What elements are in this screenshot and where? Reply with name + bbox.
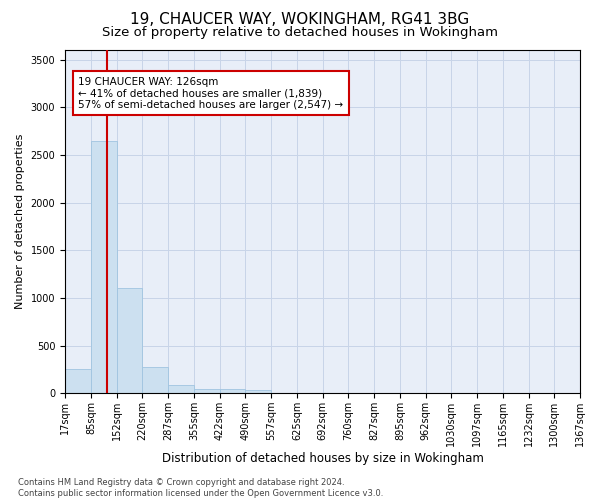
Bar xyxy=(168,384,194,394)
X-axis label: Distribution of detached houses by size in Wokingham: Distribution of detached houses by size … xyxy=(161,452,484,465)
Bar xyxy=(220,390,245,394)
Bar xyxy=(91,140,116,394)
Text: 19 CHAUCER WAY: 126sqm
← 41% of detached houses are smaller (1,839)
57% of semi-: 19 CHAUCER WAY: 126sqm ← 41% of detached… xyxy=(79,76,344,110)
Bar xyxy=(245,390,271,394)
Text: Contains HM Land Registry data © Crown copyright and database right 2024.
Contai: Contains HM Land Registry data © Crown c… xyxy=(18,478,383,498)
Text: 19, CHAUCER WAY, WOKINGHAM, RG41 3BG: 19, CHAUCER WAY, WOKINGHAM, RG41 3BG xyxy=(130,12,470,28)
Bar xyxy=(116,288,142,394)
Y-axis label: Number of detached properties: Number of detached properties xyxy=(15,134,25,310)
Text: Size of property relative to detached houses in Wokingham: Size of property relative to detached ho… xyxy=(102,26,498,39)
Bar xyxy=(65,370,91,394)
Bar xyxy=(194,388,220,394)
Bar xyxy=(142,366,168,394)
